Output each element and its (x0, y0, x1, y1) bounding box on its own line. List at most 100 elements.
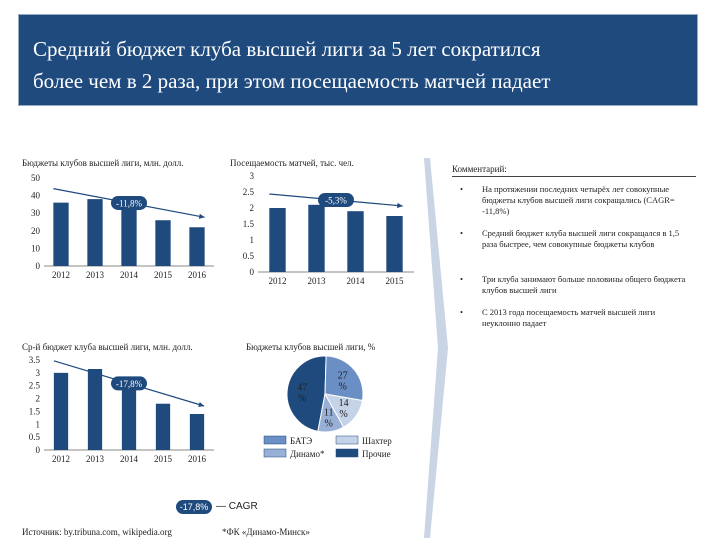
y-tick-label: 3 (250, 171, 255, 181)
bar (121, 204, 137, 266)
y-tick-label: 30 (31, 208, 41, 218)
bullet-icon: • (460, 228, 463, 238)
y-tick-label: 2 (250, 203, 255, 213)
page-title-line-2: более чем в 2 раза, при этом посещаемост… (33, 69, 551, 93)
legend-swatch (263, 435, 287, 445)
bullet-icon: • (460, 274, 463, 284)
bar (87, 369, 103, 450)
x-tick-label: 2013 (308, 276, 327, 286)
bar (155, 220, 171, 266)
bar (386, 216, 403, 272)
y-tick-label: 0.5 (243, 251, 255, 261)
title-banner: Средний бюджет клуба высшей лиги за 5 ле… (18, 14, 698, 106)
x-tick-label: 2014 (120, 270, 139, 280)
pie-slice-label: 27 (338, 371, 348, 382)
bar (121, 376, 137, 450)
cagr-arrowhead (198, 401, 205, 407)
y-tick-label: 1.5 (29, 406, 41, 416)
chart-4-title: Бюджеты клубов высшей лиги, % (246, 342, 376, 352)
legend-label: БАТЭ (290, 436, 312, 446)
cagr-legend-dash: — (216, 501, 226, 512)
pointer-arrow-shape (424, 158, 448, 538)
y-tick-label: 1.5 (243, 219, 255, 229)
pie-slice-label: 14 (339, 398, 349, 409)
cagr-legend-label: CAGR (228, 501, 258, 512)
pie-slice (324, 355, 364, 402)
x-tick-label: 2014 (120, 454, 139, 464)
y-tick-label: 2.5 (29, 381, 41, 391)
pie-slice (286, 355, 327, 432)
comments-heading: Комментарий: (452, 164, 696, 177)
x-tick-label: 2015 (386, 276, 405, 286)
x-tick-label: 2013 (86, 454, 105, 464)
cagr-arrowhead (198, 213, 205, 219)
x-tick-label: 2013 (86, 270, 105, 280)
comment-text: Средний бюджет клуба высшей лиги сокраща… (482, 228, 680, 249)
y-tick-label: 2 (36, 394, 41, 404)
page-title-line-1: Средний бюджет клуба высшей лиги за 5 ле… (33, 37, 541, 61)
avg-budget-bar-chart: 0 0.5 1 1.5 2 2.5 3 3.5 2012 2013 2014 2015 2016 -17,… (29, 355, 214, 464)
pie-slice-label-unit: % (298, 394, 306, 405)
y-tick-label: 3.5 (29, 355, 41, 365)
bar (189, 414, 205, 450)
bar (87, 199, 103, 266)
chart-3-title: Ср-й бюджет клуба высшей лиги, млн. долл… (22, 342, 193, 352)
y-tick-label: 10 (31, 243, 41, 253)
y-tick-label: 2.5 (243, 187, 255, 197)
legend-label: Динамо* (290, 449, 325, 459)
cagr-badge-label: -17,8% (116, 379, 143, 389)
source-note: Источник: by.tribuna.com, wikipedia.org (22, 527, 172, 537)
cagr-badge-label: -5,3% (325, 196, 347, 206)
y-tick-label: 1 (36, 419, 41, 429)
x-tick-label: 2016 (188, 270, 207, 280)
x-tick-label: 2015 (154, 270, 173, 280)
y-tick-label: 3 (36, 368, 41, 378)
comment-text: На протяжении последних четырёх лет сово… (482, 184, 675, 216)
y-tick-label: 20 (31, 226, 41, 236)
attendance-bar-chart: 0 0.5 1 1.5 2 2.5 3 2012 2013 2014 2015 -5,3% (243, 171, 414, 286)
cagr-legend-sample: -17,8% (176, 500, 212, 514)
pie-slice-label-unit: % (324, 419, 332, 430)
y-tick-label: 1 (250, 235, 255, 245)
bar (53, 372, 69, 450)
legend-swatch (335, 435, 359, 445)
y-tick-label: 50 (31, 173, 41, 183)
legend-label: Прочие (362, 449, 391, 459)
cagr-badge (111, 195, 147, 210)
legend-swatch (335, 448, 359, 458)
y-tick-label: 0 (250, 267, 255, 277)
pie-slice-label: 11 (324, 408, 334, 419)
y-tick-label: 0 (36, 445, 41, 455)
chart-1-title: Бюджеты клубов высшей лиги, млн. долл. (22, 158, 184, 168)
x-tick-label: 2012 (52, 454, 70, 464)
y-tick-label: 40 (31, 191, 41, 201)
y-tick-label: 0 (36, 261, 41, 271)
x-tick-label: 2012 (52, 270, 70, 280)
cagr-arrowhead (397, 202, 403, 209)
comment-text: Три клуба занимают больше половины общег… (482, 274, 686, 295)
cagr-badge (111, 376, 147, 391)
bullet-icon: • (460, 307, 463, 317)
cagr-badge (318, 193, 354, 207)
x-tick-label: 2012 (269, 276, 287, 286)
bar (155, 403, 171, 450)
y-tick-label: 0.5 (29, 432, 41, 442)
cagr-badge-label: -11,8% (116, 198, 142, 208)
footnote: *ФК «Динамо-Минск» (222, 527, 310, 537)
pie-slice-label-unit: % (339, 409, 347, 420)
bar (269, 208, 286, 272)
bar (308, 204, 325, 272)
legend-swatch (263, 448, 287, 458)
chart-2-title: Посещаемость матчей, тыс. чел. (230, 158, 354, 168)
budget-bar-chart: 0 10 20 30 40 50 2012 2013 2014 2015 2016 -11,8% (31, 173, 214, 280)
x-tick-label: 2016 (188, 454, 207, 464)
bar (189, 227, 205, 266)
legend-label: Шахтер (362, 436, 392, 446)
pie-slice-label-unit: % (338, 382, 346, 393)
bar (347, 211, 364, 272)
pie-slice-label: 47 (297, 383, 307, 394)
x-tick-label: 2014 (347, 276, 366, 286)
bar (53, 202, 69, 266)
pie-slice (317, 392, 345, 433)
